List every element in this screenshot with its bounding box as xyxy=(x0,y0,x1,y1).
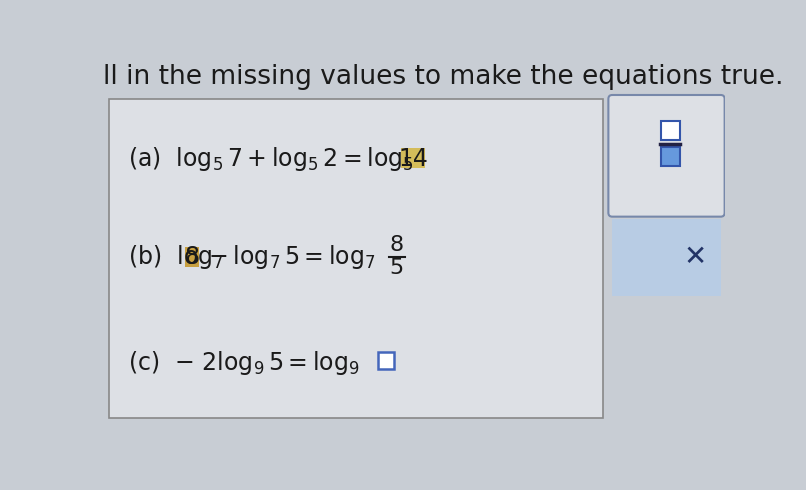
FancyBboxPatch shape xyxy=(609,95,725,217)
FancyBboxPatch shape xyxy=(613,219,721,296)
Text: ll in the missing values to make the equations true.: ll in the missing values to make the equ… xyxy=(103,64,783,90)
FancyBboxPatch shape xyxy=(661,147,679,166)
FancyBboxPatch shape xyxy=(401,148,426,168)
FancyBboxPatch shape xyxy=(109,99,603,418)
Text: 8: 8 xyxy=(390,235,404,255)
Text: 14: 14 xyxy=(398,147,428,171)
Text: ✕: ✕ xyxy=(683,244,707,271)
Text: 5: 5 xyxy=(389,258,404,278)
Text: 8: 8 xyxy=(185,245,200,270)
Text: $\, - \mathregular{log}_7\,5 = \mathregular{log}_7\,$: $\, - \mathregular{log}_7\,5 = \mathregu… xyxy=(200,244,376,271)
FancyBboxPatch shape xyxy=(185,246,199,267)
Text: (b)  $\mathregular{log}_7\,$: (b) $\mathregular{log}_7\,$ xyxy=(128,244,224,271)
FancyBboxPatch shape xyxy=(661,121,679,140)
Text: (c)  $-\ 2\mathregular{log}_9\,5 = \mathregular{log}_9\,$: (c) $-\ 2\mathregular{log}_9\,5 = \mathr… xyxy=(128,349,359,377)
Text: (a)  $\mathregular{log}_5\,7 + \mathregular{log}_5\,2 = \mathregular{log}_5\,$: (a) $\mathregular{log}_5\,7 + \mathregul… xyxy=(128,145,413,173)
FancyBboxPatch shape xyxy=(378,352,393,369)
